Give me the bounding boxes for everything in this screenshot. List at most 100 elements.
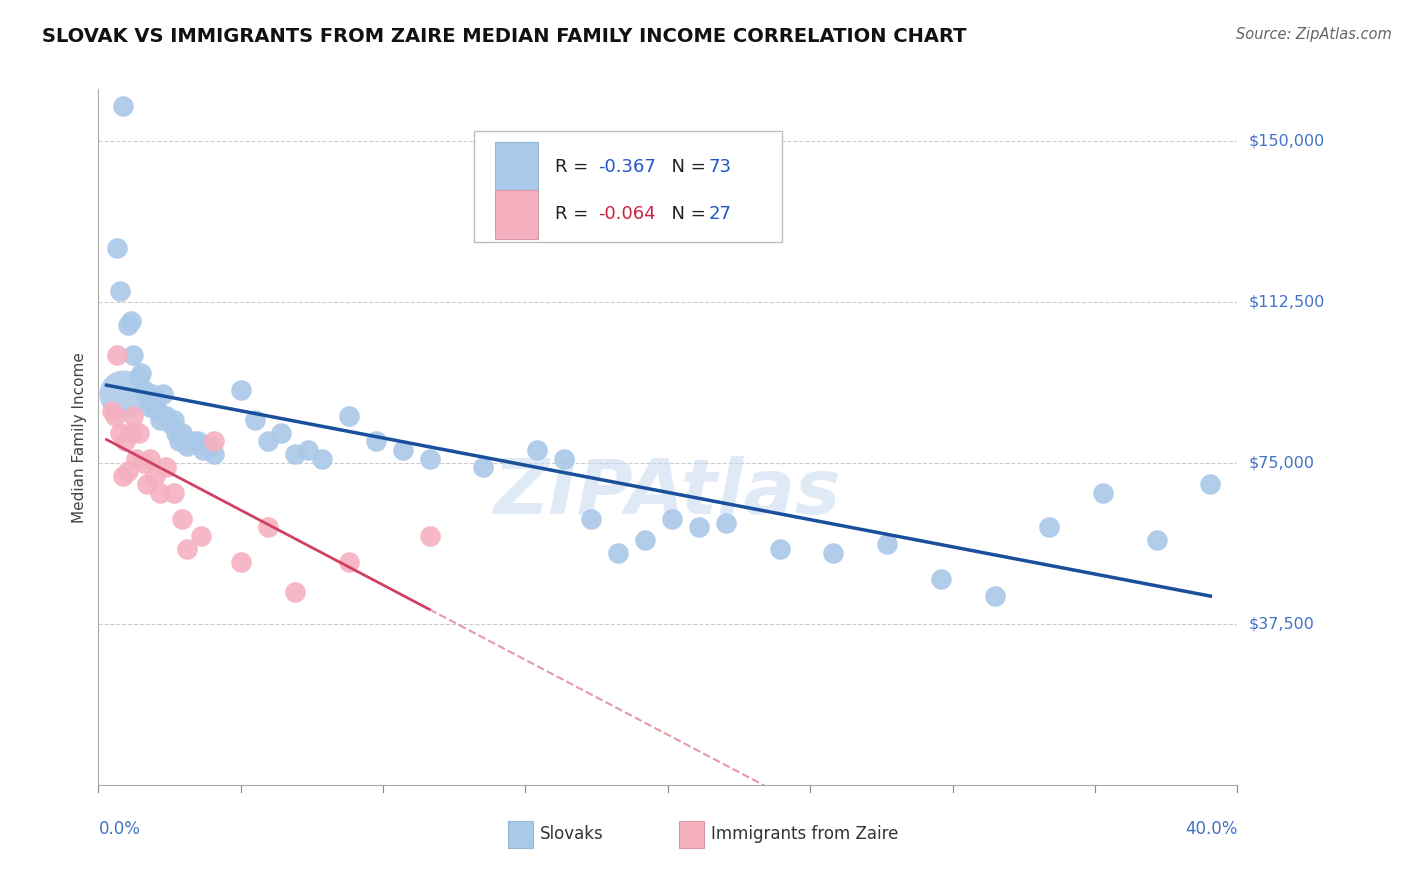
Text: R =: R = xyxy=(555,158,595,176)
Point xyxy=(714,516,737,530)
Text: $75,000: $75,000 xyxy=(1249,455,1315,470)
Text: 27: 27 xyxy=(709,205,733,223)
Text: Slovaks: Slovaks xyxy=(540,825,605,843)
Point xyxy=(688,520,710,534)
Text: SLOVAK VS IMMIGRANTS FROM ZAIRE MEDIAN FAMILY INCOME CORRELATION CHART: SLOVAK VS IMMIGRANTS FROM ZAIRE MEDIAN F… xyxy=(42,27,967,45)
Point xyxy=(108,284,131,298)
Point xyxy=(138,400,160,414)
Point xyxy=(190,529,212,543)
Point xyxy=(607,546,630,560)
Point xyxy=(257,434,280,449)
Point xyxy=(149,486,172,500)
Point xyxy=(170,511,193,525)
Text: N =: N = xyxy=(659,158,711,176)
Point xyxy=(170,425,193,440)
Point xyxy=(128,370,150,384)
Point xyxy=(111,468,134,483)
Text: N =: N = xyxy=(659,205,711,223)
Y-axis label: Median Family Income: Median Family Income xyxy=(72,351,87,523)
Point xyxy=(125,451,148,466)
Point xyxy=(337,409,360,423)
Point xyxy=(167,434,190,449)
Point xyxy=(135,477,157,491)
Point xyxy=(193,442,215,457)
Point xyxy=(364,434,387,449)
Point xyxy=(419,451,441,466)
Point xyxy=(134,456,156,470)
Point xyxy=(149,413,172,427)
Point xyxy=(135,392,157,406)
Point xyxy=(876,537,898,551)
Point xyxy=(176,439,198,453)
Point xyxy=(163,486,186,500)
Point xyxy=(1038,520,1060,534)
Point xyxy=(768,541,790,556)
Text: $112,500: $112,500 xyxy=(1249,294,1324,310)
Text: -0.064: -0.064 xyxy=(599,205,657,223)
Point xyxy=(134,383,156,397)
Point xyxy=(419,529,441,543)
Point xyxy=(553,451,575,466)
Point xyxy=(202,447,225,461)
Point xyxy=(131,366,153,380)
Text: $37,500: $37,500 xyxy=(1249,616,1315,632)
Point xyxy=(472,460,495,475)
Text: R =: R = xyxy=(555,205,595,223)
Point xyxy=(111,387,134,401)
Point xyxy=(929,572,952,586)
Point xyxy=(284,584,307,599)
Point xyxy=(337,555,360,569)
Point xyxy=(120,314,142,328)
Point xyxy=(146,404,169,418)
Point xyxy=(823,546,845,560)
Point xyxy=(229,383,252,397)
Bar xyxy=(679,822,704,847)
Point xyxy=(120,425,142,440)
Point xyxy=(181,434,204,449)
Point xyxy=(143,468,166,483)
Point xyxy=(155,460,177,475)
Point xyxy=(105,241,128,255)
Point xyxy=(117,318,139,333)
Point xyxy=(1091,486,1114,500)
Point xyxy=(101,404,124,418)
Point xyxy=(105,349,128,363)
Point xyxy=(229,555,252,569)
Text: $150,000: $150,000 xyxy=(1249,133,1324,148)
Point xyxy=(243,413,266,427)
Point xyxy=(984,589,1007,603)
Point xyxy=(270,425,292,440)
Point xyxy=(166,425,188,440)
Point xyxy=(128,425,150,440)
Point xyxy=(202,434,225,449)
Point xyxy=(257,520,280,534)
Point xyxy=(108,425,131,440)
Point xyxy=(117,465,139,479)
Text: 0.0%: 0.0% xyxy=(98,820,141,838)
Text: Immigrants from Zaire: Immigrants from Zaire xyxy=(711,825,898,843)
Point xyxy=(579,511,602,525)
Point xyxy=(111,99,134,113)
Point xyxy=(152,387,174,401)
Point xyxy=(187,434,209,449)
Point xyxy=(160,417,183,432)
Point xyxy=(163,413,186,427)
Point xyxy=(122,349,145,363)
Text: Source: ZipAtlas.com: Source: ZipAtlas.com xyxy=(1236,27,1392,42)
Point xyxy=(284,447,307,461)
Text: 40.0%: 40.0% xyxy=(1185,820,1237,838)
FancyBboxPatch shape xyxy=(474,131,782,243)
Point xyxy=(311,451,333,466)
Point xyxy=(1199,477,1222,491)
Point xyxy=(143,400,166,414)
Text: -0.367: -0.367 xyxy=(599,158,657,176)
Point xyxy=(661,511,683,525)
Point xyxy=(176,541,198,556)
Point xyxy=(114,434,136,449)
Point xyxy=(1146,533,1168,548)
Point xyxy=(155,409,177,423)
Text: 73: 73 xyxy=(709,158,733,176)
Point xyxy=(198,439,221,453)
Point xyxy=(634,533,657,548)
Point xyxy=(141,387,163,401)
